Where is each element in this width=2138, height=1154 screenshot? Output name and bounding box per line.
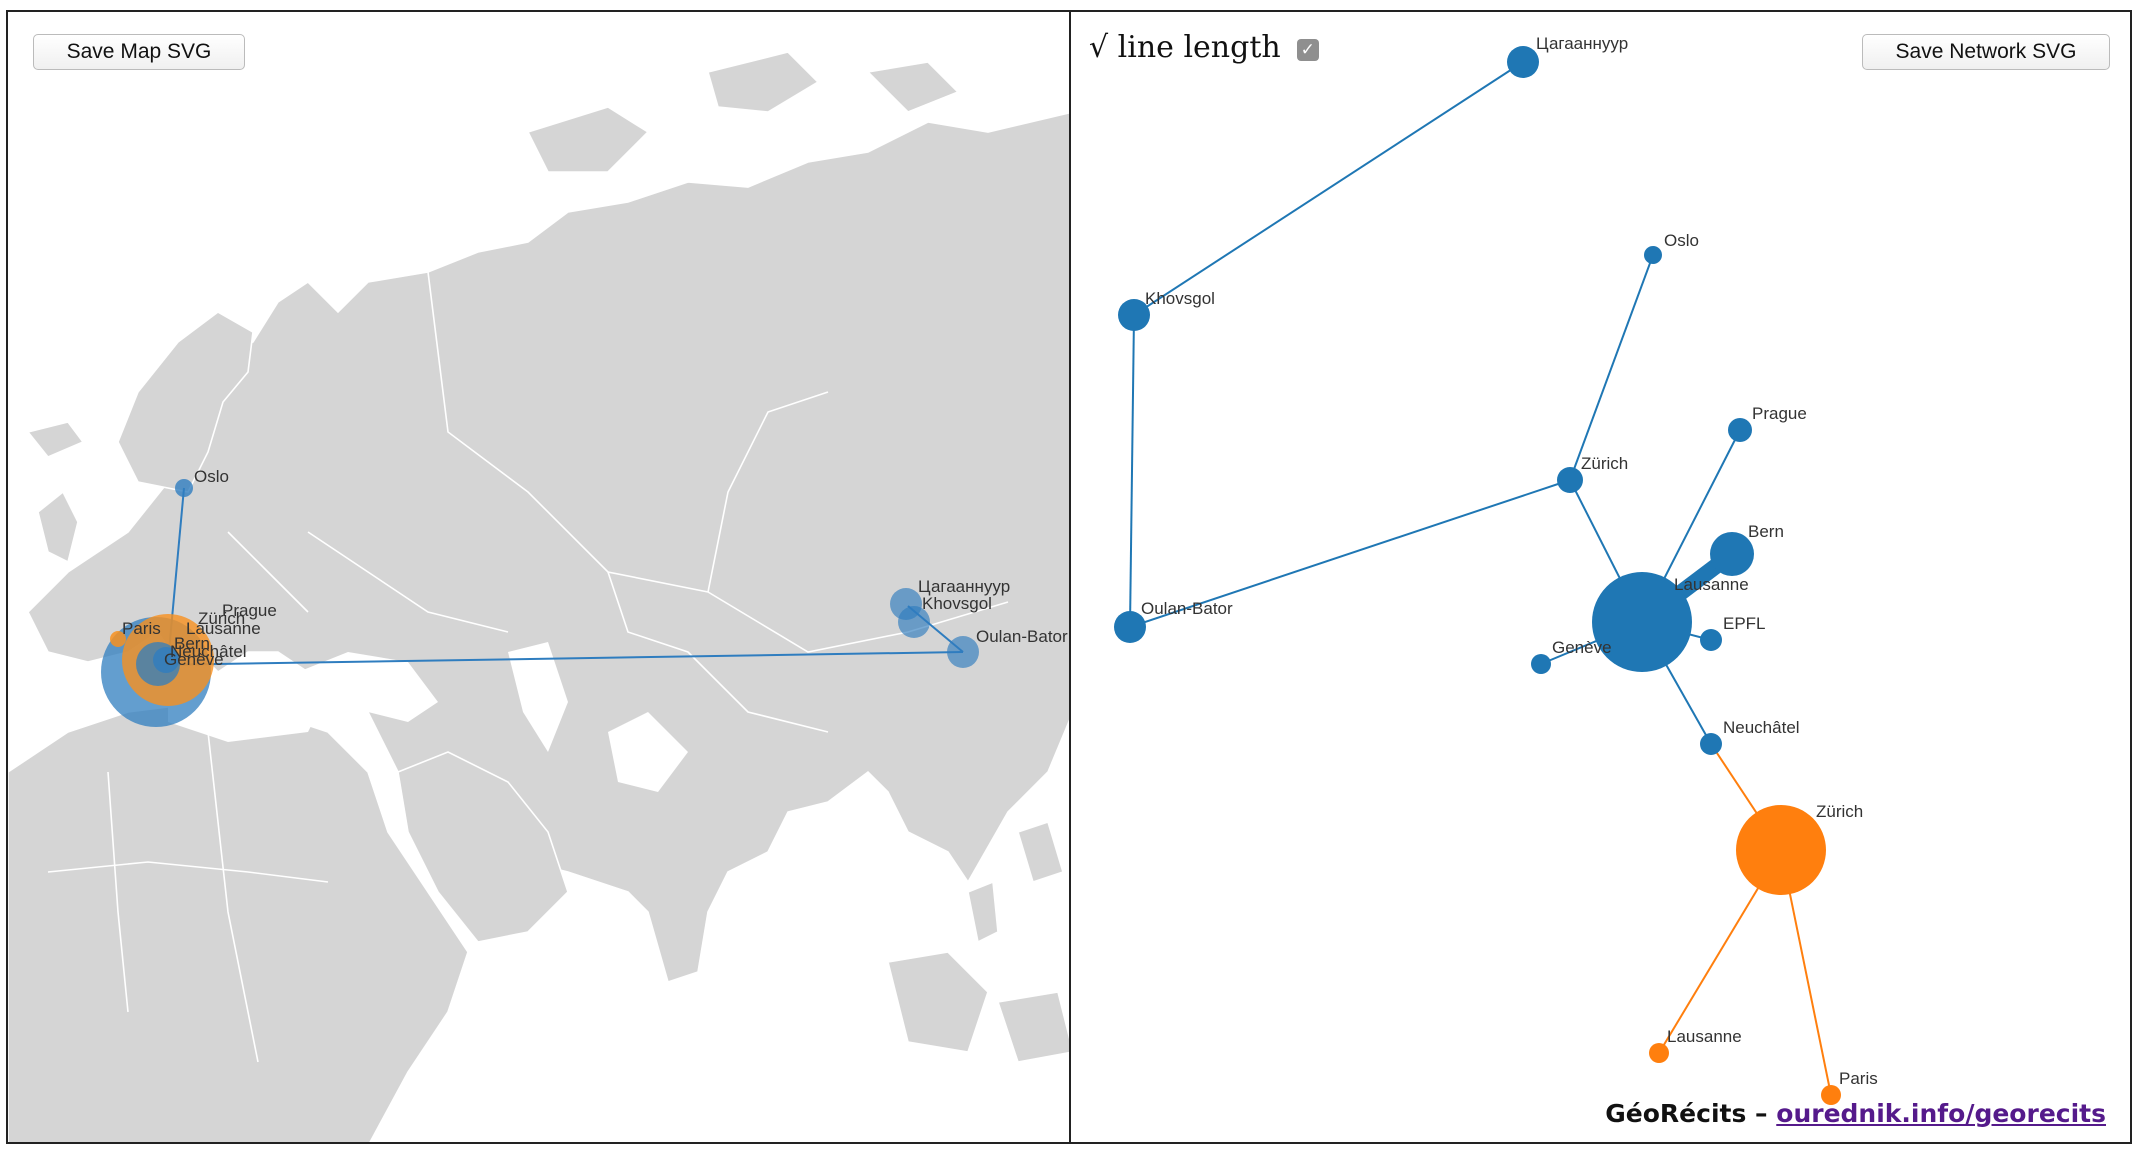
borders — [47, 271, 1009, 1063]
map-node-oulan-bator — [947, 636, 979, 668]
net-node-lausanne-orange — [1649, 1043, 1669, 1063]
map-label-geneve: Genève — [164, 650, 224, 669]
map-label-tsagaannuur: Цагааннуур — [918, 577, 1010, 596]
net-node-epfl — [1700, 629, 1722, 651]
net-node-tsagaannuur — [1507, 46, 1539, 78]
net-node-lausanne — [1592, 572, 1692, 672]
map-label-prague: Prague — [222, 601, 277, 620]
net-node-geneve — [1531, 654, 1551, 674]
map-label-lausanne: Lausanne — [186, 619, 261, 638]
net-node-paris — [1821, 1085, 1841, 1105]
net-label-oulan-bator: Oulan-Bator — [1141, 599, 1233, 618]
net-node-prague — [1728, 418, 1752, 442]
net-node-neuchatel — [1700, 733, 1722, 755]
save-map-svg-button[interactable]: Save Map SVG — [33, 34, 245, 70]
map-label-bern: Bern — [174, 634, 210, 653]
net-label-prague: Prague — [1752, 404, 1807, 423]
net-label-paris: Paris — [1839, 1069, 1878, 1088]
map-label-oslo: Oslo — [194, 467, 229, 486]
map-label-neuchatel: Neuchâtel — [170, 642, 247, 661]
network-nodes-orange — [1649, 805, 1841, 1105]
map-node-khovsgol — [898, 606, 930, 638]
map-panel[interactable]: Oslo Prague Zürich Paris Lausanne Bern N… — [6, 10, 1071, 1144]
sqrt-line-length-control[interactable]: √ line length ✓ — [1089, 30, 1319, 65]
net-label-neuchatel: Neuchâtel — [1723, 718, 1800, 737]
map-label-zurich: Zürich — [198, 609, 245, 628]
map-nodes — [101, 479, 979, 727]
map-node-oslo — [175, 479, 193, 497]
net-label-bern: Bern — [1748, 522, 1784, 541]
net-label-khovsgol: Khovsgol — [1145, 289, 1215, 308]
seas — [168, 642, 688, 792]
map-node-bern — [153, 647, 179, 673]
net-label-lausanne: Lausanne — [1674, 575, 1749, 594]
net-node-bern — [1710, 532, 1754, 576]
credit-line: GéoRécits – ourednik.info/georecits — [1605, 1099, 2106, 1128]
map-label-oulan-bator: Oulan-Bator — [976, 627, 1068, 646]
net-label-tsagaannuur: Цагааннуур — [1536, 34, 1628, 53]
net-label-zurich-orange: Zürich — [1816, 802, 1863, 821]
map-node-paris — [110, 631, 126, 647]
net-label-oslo: Oslo — [1664, 231, 1699, 250]
network-panel[interactable]: Цагааннуур Oslo Khovsgol Prague Zürich B… — [1069, 10, 2132, 1144]
net-node-khovsgol — [1118, 299, 1150, 331]
net-node-oslo — [1644, 246, 1662, 264]
net-label-lausanne-orange: Lausanne — [1667, 1027, 1742, 1046]
net-label-geneve: Genève — [1552, 638, 1612, 657]
world-map[interactable]: Oslo Prague Zürich Paris Lausanne Bern N… — [8, 12, 1071, 1144]
georecits-link[interactable]: ourednik.info/georecits — [1776, 1099, 2106, 1128]
map-label-paris: Paris — [122, 619, 161, 638]
sqrt-line-length-label: √ line length — [1089, 30, 1281, 65]
network-labels: Цагааннуур Oslo Khovsgol Prague Zürich B… — [1141, 34, 1878, 1088]
credit-prefix: GéoRécits – — [1605, 1099, 1768, 1128]
net-node-zurich-orange — [1736, 805, 1826, 895]
network-graph[interactable]: Цагааннуур Oslo Khovsgol Prague Zürich B… — [1071, 12, 2132, 1144]
map-labels: Oslo Prague Zürich Paris Lausanne Bern N… — [122, 467, 1068, 669]
landmass — [8, 51, 1069, 1142]
net-label-zurich-blue: Zürich — [1581, 454, 1628, 473]
sqrt-line-length-checkbox[interactable]: ✓ — [1296, 38, 1319, 61]
net-node-zurich-blue — [1557, 467, 1583, 493]
map-label-khovsgol: Khovsgol — [922, 594, 992, 613]
save-network-svg-button[interactable]: Save Network SVG — [1862, 34, 2110, 70]
net-label-epfl: EPFL — [1723, 614, 1766, 633]
network-nodes-blue — [1114, 46, 1754, 755]
net-node-oulan-bator — [1114, 611, 1146, 643]
